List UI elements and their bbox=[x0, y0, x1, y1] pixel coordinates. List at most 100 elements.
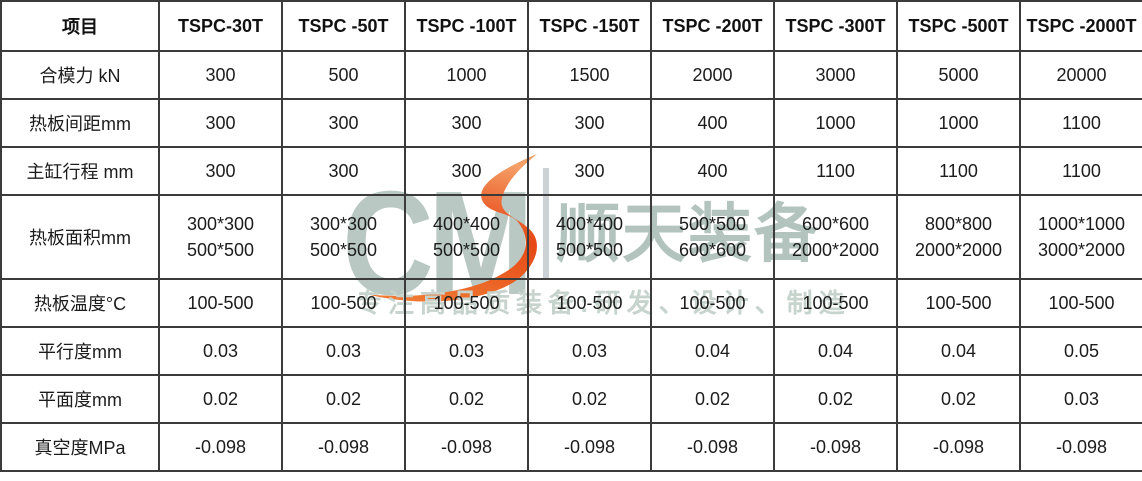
corner-header-cell: 项目 bbox=[0, 0, 160, 52]
spec-cell: 0.04 bbox=[773, 326, 898, 376]
table-row: 真空度MPa -0.098 -0.098 -0.098 -0.098 -0.098 -0.0… bbox=[0, 422, 1142, 472]
table-body: 合模力 kN 300 500 1000 1500 2000 3000 5000 20000 热板间… bbox=[0, 50, 1142, 472]
row-label: 平行度mm bbox=[0, 326, 160, 376]
spec-value-line: 600*600 bbox=[801, 214, 870, 234]
spec-cell: 800*800 2000*2000 bbox=[896, 194, 1021, 280]
spec-cell: 600*600 2000*2000 bbox=[773, 194, 898, 280]
spec-value-line: 2000*2000 bbox=[914, 240, 1003, 260]
spec-cell: 0.02 bbox=[773, 374, 898, 424]
table-row: 平面度mm 0.02 0.02 0.02 0.02 0.02 0.02 0.02 0.03 bbox=[0, 374, 1142, 424]
spec-cell: 400 bbox=[650, 98, 775, 148]
column-header: TSPC -100T bbox=[404, 0, 529, 52]
spec-value-line: 800*800 bbox=[924, 214, 993, 234]
spec-cell: -0.098 bbox=[650, 422, 775, 472]
row-label: 合模力 kN bbox=[0, 50, 160, 100]
spec-cell: 0.02 bbox=[158, 374, 283, 424]
spec-cell: 0.04 bbox=[896, 326, 1021, 376]
table-row: 合模力 kN 300 500 1000 1500 2000 3000 5000 20000 bbox=[0, 50, 1142, 100]
spec-cell: 500*500 600*600 bbox=[650, 194, 775, 280]
spec-cell: 100-500 bbox=[281, 278, 406, 328]
spec-value-line: 2000*2000 bbox=[791, 240, 880, 260]
spec-cell: 2000 bbox=[650, 50, 775, 100]
spec-cell: -0.098 bbox=[527, 422, 652, 472]
spec-cell: -0.098 bbox=[281, 422, 406, 472]
spec-cell: 300 bbox=[158, 50, 283, 100]
column-header: TSPC -300T bbox=[773, 0, 898, 52]
spec-cell: 100-500 bbox=[773, 278, 898, 328]
spec-cell: 0.03 bbox=[527, 326, 652, 376]
spec-cell: 300 bbox=[404, 146, 529, 196]
row-label: 热板温度°C bbox=[0, 278, 160, 328]
spec-cell: 0.02 bbox=[527, 374, 652, 424]
spec-cell: 0.05 bbox=[1019, 326, 1142, 376]
spec-cell: 0.04 bbox=[650, 326, 775, 376]
spec-cell: 1100 bbox=[896, 146, 1021, 196]
spec-cell: 1500 bbox=[527, 50, 652, 100]
spec-cell: 400*400 500*500 bbox=[527, 194, 652, 280]
spec-cell: 300 bbox=[281, 146, 406, 196]
spec-cell: 0.02 bbox=[404, 374, 529, 424]
spec-cell: 300 bbox=[527, 146, 652, 196]
spec-cell: 400 bbox=[650, 146, 775, 196]
spec-cell: 0.02 bbox=[281, 374, 406, 424]
row-label: 主缸行程 mm bbox=[0, 146, 160, 196]
row-label: 平面度mm bbox=[0, 374, 160, 424]
spec-cell: 300 bbox=[281, 98, 406, 148]
spec-value-line: 400*400 bbox=[555, 214, 624, 234]
column-header: TSPC -150T bbox=[527, 0, 652, 52]
spec-cell: 300*300 500*500 bbox=[158, 194, 283, 280]
spec-value-line: 500*500 bbox=[678, 214, 747, 234]
table-header: 项目 TSPC-30T TSPC -50T TSPC -100T TSPC -150T T… bbox=[0, 0, 1142, 52]
column-header: TSPC -200T bbox=[650, 0, 775, 52]
row-label: 热板面积mm bbox=[0, 194, 160, 280]
column-header: TSPC -2000T bbox=[1019, 0, 1142, 52]
spec-cell: 1000*1000 3000*2000 bbox=[1019, 194, 1142, 280]
spec-cell: 5000 bbox=[896, 50, 1021, 100]
spec-cell: 1000 bbox=[404, 50, 529, 100]
spec-value-line: 400*400 bbox=[432, 214, 501, 234]
spec-cell: 3000 bbox=[773, 50, 898, 100]
column-header: TSPC-30T bbox=[158, 0, 283, 52]
spec-cell: 20000 bbox=[1019, 50, 1142, 100]
spec-cell: 400*400 500*500 bbox=[404, 194, 529, 280]
spec-cell: 1100 bbox=[1019, 146, 1142, 196]
spec-cell: 300 bbox=[404, 98, 529, 148]
spec-cell: 100-500 bbox=[1019, 278, 1142, 328]
spec-cell: 100-500 bbox=[896, 278, 1021, 328]
spec-value-line: 300*300 bbox=[186, 214, 255, 234]
spec-cell: 1000 bbox=[773, 98, 898, 148]
spec-cell: 0.03 bbox=[1019, 374, 1142, 424]
table-row: 热板温度°C 100-500 100-500 100-500 100-500 100-50… bbox=[0, 278, 1142, 328]
spec-cell: 1100 bbox=[773, 146, 898, 196]
table-row: 主缸行程 mm 300 300 300 300 400 1100 1100 1100 bbox=[0, 146, 1142, 196]
spec-value-line: 300*300 bbox=[309, 214, 378, 234]
row-label: 真空度MPa bbox=[0, 422, 160, 472]
spec-cell: 300*300 500*500 bbox=[281, 194, 406, 280]
column-header: TSPC -50T bbox=[281, 0, 406, 52]
table-row: 热板面积mm 300*300 500*500 300*300 500*500 400*40… bbox=[0, 194, 1142, 280]
spec-cell: 0.03 bbox=[281, 326, 406, 376]
header-row: 项目 TSPC-30T TSPC -50T TSPC -100T TSPC -150T T… bbox=[0, 0, 1142, 52]
spec-cell: 0.03 bbox=[404, 326, 529, 376]
column-header: TSPC -500T bbox=[896, 0, 1021, 52]
table-row: 热板间距mm 300 300 300 300 400 1000 1000 1100 bbox=[0, 98, 1142, 148]
spec-cell: -0.098 bbox=[158, 422, 283, 472]
spec-value-line: 500*500 bbox=[432, 240, 501, 260]
spec-cell: 1100 bbox=[1019, 98, 1142, 148]
spec-value-line: 1000*1000 bbox=[1037, 214, 1126, 234]
spec-value-line: 500*500 bbox=[309, 240, 378, 260]
spec-cell: -0.098 bbox=[404, 422, 529, 472]
spec-cell: 500 bbox=[281, 50, 406, 100]
spec-cell: 1000 bbox=[896, 98, 1021, 148]
spec-cell: 300 bbox=[158, 98, 283, 148]
spec-cell: -0.098 bbox=[773, 422, 898, 472]
spec-cell: -0.098 bbox=[896, 422, 1021, 472]
spec-value-line: 500*500 bbox=[186, 240, 255, 260]
spec-cell: 300 bbox=[527, 98, 652, 148]
spec-cell: 100-500 bbox=[404, 278, 529, 328]
spec-cell: 100-500 bbox=[158, 278, 283, 328]
spec-cell: 100-500 bbox=[527, 278, 652, 328]
spec-cell: 300 bbox=[158, 146, 283, 196]
